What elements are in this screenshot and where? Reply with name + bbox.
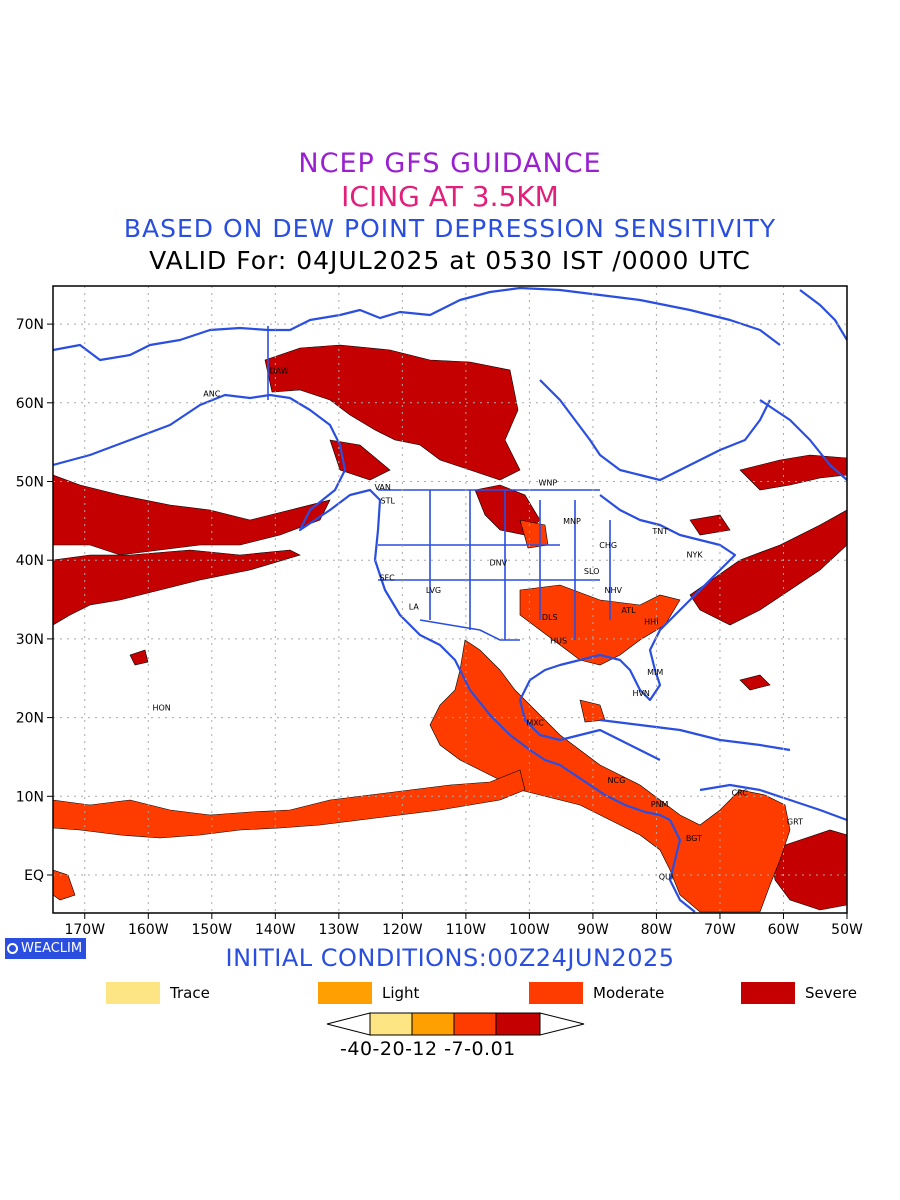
city-label: ATL xyxy=(621,606,636,615)
city-label: HUS xyxy=(550,636,567,645)
city-label: MNP xyxy=(563,517,581,526)
lat-tick-label: 50N xyxy=(16,475,44,491)
legend-swatch-trace xyxy=(106,982,160,1004)
legend-label-light: Light xyxy=(382,984,420,1002)
city-label: NCG xyxy=(608,776,626,785)
map-frame xyxy=(52,285,848,914)
lon-tick-label: 110W xyxy=(446,922,487,938)
lat-tick-label: 40N xyxy=(16,553,44,569)
lon-tick-label: 170W xyxy=(64,922,105,938)
colorbar-light xyxy=(411,1012,455,1036)
colorbar-tick-labels: -40-20-12 -7-0.01 xyxy=(340,1038,516,1060)
legend-label-severe: Severe xyxy=(805,984,857,1002)
city-label: HHI xyxy=(644,618,658,627)
lon-tick-label: 60W xyxy=(768,922,800,938)
city-label: STL xyxy=(381,496,396,505)
city-label: HVN xyxy=(632,689,649,698)
title-icing-level: ICING AT 3.5KM xyxy=(341,180,559,213)
colorbar-severe xyxy=(495,1012,541,1036)
city-labels: ANC VAN STL WNP MNP TNT CHG NYK DNV SFC SLO LVG NHV L… xyxy=(152,367,803,882)
lon-tick-label: 70W xyxy=(704,922,736,938)
legend-item-moderate: Moderate xyxy=(529,982,664,1004)
legend-swatch-severe xyxy=(741,982,795,1004)
icing-moderate-areas xyxy=(53,519,791,913)
city-label: SFC xyxy=(379,574,395,583)
initial-conditions: INITIAL CONDITIONS:00Z24JUN2025 xyxy=(225,944,675,972)
city-label: TNT xyxy=(651,527,668,536)
lat-tick-label: EQ xyxy=(24,868,44,884)
city-label: LVG xyxy=(426,586,441,595)
city-label: DAW xyxy=(270,367,289,376)
title-method: BASED ON DEW POINT DEPRESSION SENSITIVIT… xyxy=(123,214,777,243)
lat-tick-label: 30N xyxy=(16,632,44,648)
lat-tick-label: 60N xyxy=(16,396,44,412)
lon-tick-label: 100W xyxy=(509,922,550,938)
city-label: QUI xyxy=(659,873,674,882)
city-label: LA xyxy=(409,603,420,612)
colorbar-right-arrow xyxy=(539,1012,585,1036)
city-label: CRC xyxy=(731,788,748,797)
title-ncep-gfs: NCEP GFS GUIDANCE xyxy=(298,148,602,179)
lon-tick-label: 150W xyxy=(192,922,233,938)
legend-item-severe: Severe xyxy=(741,982,857,1004)
city-label: GRT xyxy=(787,817,803,826)
city-label: VAN xyxy=(374,483,390,492)
title-valid-time: VALID For: 04JUL2025 at 0530 IST /0000 U… xyxy=(149,246,751,275)
lon-tick-label: 140W xyxy=(255,922,296,938)
city-label: CHG xyxy=(599,541,617,550)
lon-tick-label: 50W xyxy=(831,922,863,938)
city-label: DNV xyxy=(489,559,507,568)
city-label: ANC xyxy=(203,389,220,398)
lon-tick-label: 120W xyxy=(382,922,423,938)
city-label: PNM xyxy=(651,800,669,809)
lat-tick-label: 10N xyxy=(16,789,44,805)
lat-tick-label: 20N xyxy=(16,711,44,727)
lon-tick-label: 130W xyxy=(319,922,360,938)
legend-label-trace: Trace xyxy=(170,984,210,1002)
lon-axis: 170W 160W 150W 140W 130W 120W 110W 100W 90W 80W 70… xyxy=(64,913,863,938)
legend-item-trace: Trace xyxy=(106,982,210,1004)
city-label: HON xyxy=(152,703,170,712)
legend-swatch-light xyxy=(318,982,372,1004)
weaclim-logo: WEACLIM xyxy=(5,938,87,959)
legend-item-light: Light xyxy=(318,982,419,1004)
coastlines xyxy=(53,286,847,913)
lat-tick-label: 70N xyxy=(16,317,44,333)
colorbar-left-arrow xyxy=(326,1012,371,1036)
legend-swatch-moderate xyxy=(529,982,583,1004)
lon-tick-label: 80W xyxy=(641,922,673,938)
borders xyxy=(267,326,611,641)
lon-tick-label: 160W xyxy=(128,922,169,938)
colorbar-trace xyxy=(369,1012,413,1036)
lon-tick-label: 90W xyxy=(577,922,609,938)
city-label: WNP xyxy=(538,478,557,487)
icing-severe-areas xyxy=(53,344,847,911)
colorbar xyxy=(326,1012,585,1036)
city-label: MIM xyxy=(647,668,663,677)
city-label: SLO xyxy=(584,567,600,576)
logo-text: WEACLIM xyxy=(21,941,83,956)
legend-label-moderate: Moderate xyxy=(593,984,665,1002)
city-label: NHV xyxy=(605,586,623,595)
city-label: DLS xyxy=(542,613,558,622)
colorbar-moderate xyxy=(453,1012,497,1036)
logo-ring-icon xyxy=(7,943,18,954)
city-label: NYK xyxy=(686,551,703,560)
city-label: BGT xyxy=(686,834,702,843)
lat-axis: 70N 60N 50N 40N 30N 20N 10N EQ xyxy=(16,317,53,884)
city-label: MXC xyxy=(526,718,544,727)
